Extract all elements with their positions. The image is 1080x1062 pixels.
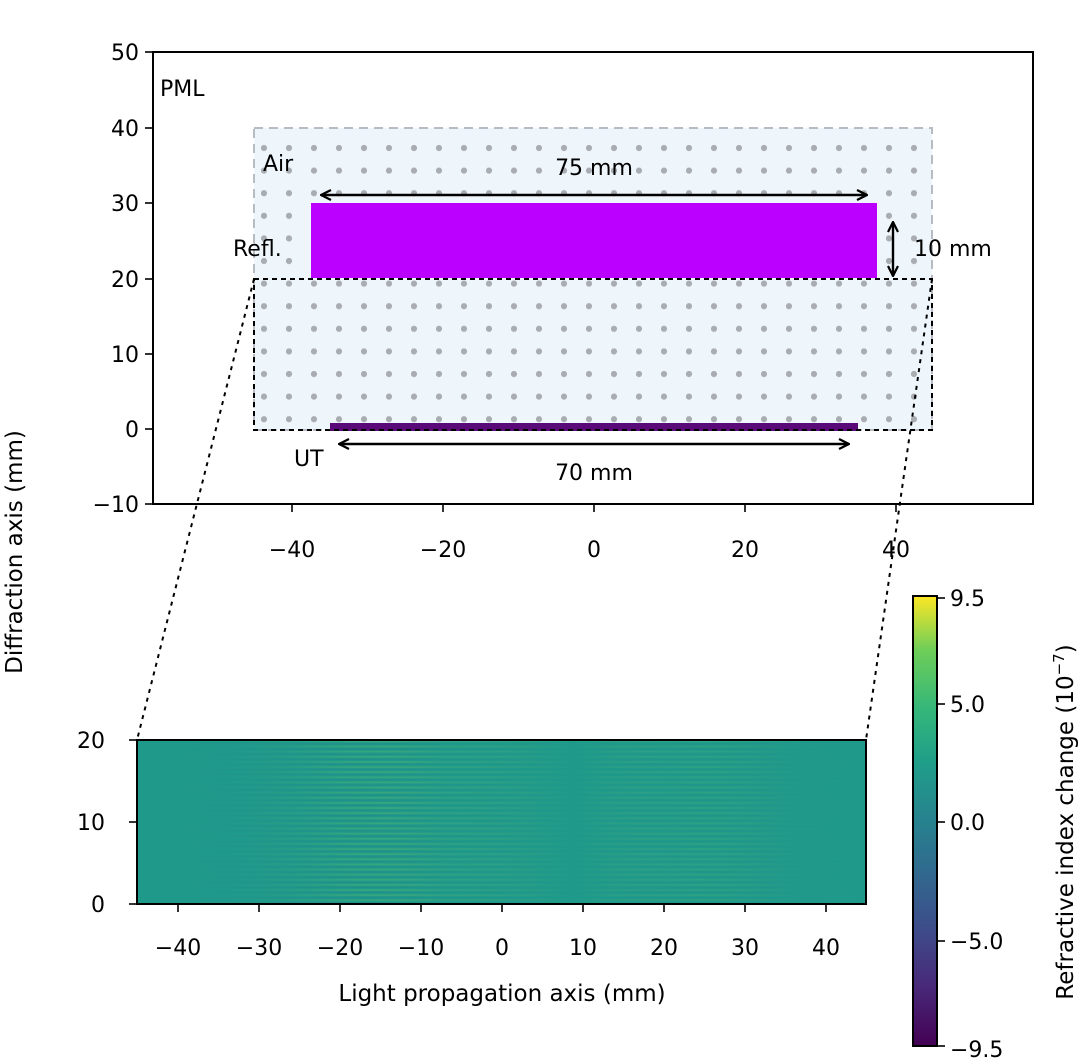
top-y-tick-label: 50 — [111, 41, 139, 66]
top-x-ticks: −40 −20 0 20 40 — [269, 504, 910, 563]
bottom-x-tick-label: −40 — [155, 936, 201, 961]
heatmap-envelope — [137, 740, 866, 904]
transducer-length-label: 70 mm — [555, 461, 633, 486]
bottom-x-tick-label: 30 — [731, 936, 759, 961]
bottom-y-tick-label: 20 — [77, 729, 105, 754]
bottom-y-ticks: 0 10 20 — [77, 729, 137, 918]
bottom-y-tick-label: 10 — [77, 811, 105, 836]
reflector-height-label: 10 mm — [914, 237, 992, 262]
air-dot-pattern — [256, 130, 930, 428]
bottom-x-tick-label: 40 — [812, 936, 840, 961]
colorbar-label-close: ) — [1053, 644, 1079, 653]
colorbar-tick-label: 5.0 — [950, 693, 985, 718]
top-y-tick-label: 20 — [111, 268, 139, 293]
reflector-length-label: 75 mm — [555, 156, 633, 181]
x-axis-label: Light propagation axis (mm) — [338, 981, 665, 1007]
top-x-tick-label: 0 — [587, 538, 601, 563]
top-x-tick-label: −20 — [420, 538, 466, 563]
top-y-tick-label: 0 — [125, 418, 139, 443]
bottom-y-tick-label: 0 — [91, 893, 105, 918]
pml-label: PML — [160, 77, 205, 102]
ultrasonic-transducer — [330, 423, 858, 431]
colorbar-label: Refractive index change (10−7) — [1050, 644, 1079, 999]
top-y-tick-label: 10 — [111, 343, 139, 368]
top-x-tick-label: 40 — [882, 538, 910, 563]
bottom-x-tick-label: 10 — [569, 936, 597, 961]
zoom-connector-left — [136, 278, 255, 741]
colorbar: −9.5 −5.0 0.0 5.0 9.5 Refractive index c… — [912, 587, 1079, 1062]
colorbar-label-exponent: −7 — [1050, 653, 1068, 675]
bottom-x-tick-label: −20 — [317, 936, 363, 961]
top-y-tick-label: 30 — [111, 192, 139, 217]
y-axis-label: Diffraction axis (mm) — [2, 430, 28, 674]
heatmap-panel: −40 −30 −20 −10 0 10 20 30 40 0 10 20 Li… — [77, 729, 867, 1007]
colorbar-tick-label: 9.5 — [950, 587, 985, 612]
reflector-label: Refl. — [233, 237, 282, 262]
top-x-tick-label: 20 — [731, 538, 759, 563]
top-y-tick-label: −10 — [93, 493, 139, 518]
reflector-block — [311, 203, 877, 278]
transducer-label: UT — [294, 447, 324, 472]
schematic-panel: PML Air Refl. UT 75 mm 10 mm 70 mm −40 −… — [93, 41, 1034, 563]
bottom-x-tick-label: 0 — [495, 936, 509, 961]
top-y-tick-label: 40 — [111, 117, 139, 142]
colorbar-label-text: Refractive index change (10 — [1053, 675, 1079, 999]
bottom-x-ticks: −40 −30 −20 −10 0 10 20 30 40 — [155, 904, 840, 961]
zoom-connector-right — [865, 278, 933, 741]
colorbar-tick-label: 0.0 — [950, 811, 985, 836]
bottom-x-tick-label: 20 — [650, 936, 678, 961]
bottom-x-tick-label: −10 — [398, 936, 444, 961]
top-x-tick-label: −40 — [269, 538, 315, 563]
bottom-x-tick-label: −30 — [236, 936, 282, 961]
colorbar-tick-label: −9.5 — [950, 1038, 1003, 1062]
top-y-ticks: −10 0 10 20 30 40 50 — [93, 41, 153, 518]
colorbar-tick-label: −5.0 — [950, 930, 1003, 955]
colorbar-gradient — [912, 595, 938, 1047]
air-label: Air — [263, 152, 294, 177]
pml-boundary-frame — [152, 51, 1034, 505]
